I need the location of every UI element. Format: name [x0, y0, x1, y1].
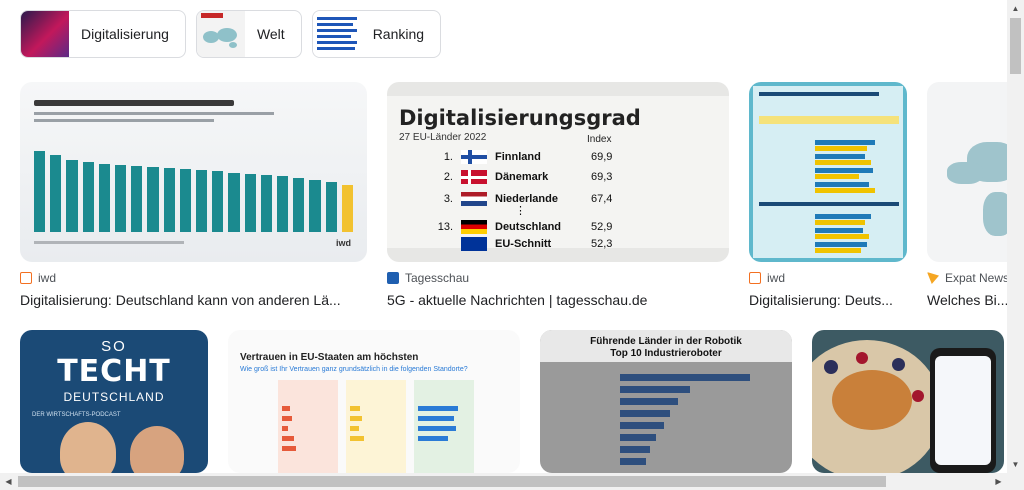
- result-thumbnail[interactable]: Digitalisierungsgrad 27 EU-Länder 2022 I…: [387, 82, 729, 262]
- pancake-image: [832, 370, 912, 430]
- thumb-brand: iwd: [336, 238, 351, 248]
- vertical-scroll-thumb[interactable]: [1010, 18, 1021, 74]
- scroll-down-arrow-icon[interactable]: ▼: [1011, 460, 1020, 469]
- result-source[interactable]: Tagesschau: [387, 270, 729, 286]
- result-source[interactable]: iwd: [749, 270, 907, 286]
- source-name: iwd: [767, 271, 786, 285]
- phone-image: [930, 348, 996, 473]
- source-name: Expat News: [945, 271, 1010, 285]
- thumb-title: Führende Länder in der Robotik: [590, 336, 742, 347]
- scroll-right-arrow-icon[interactable]: ▶: [995, 477, 1002, 486]
- result-thumbnail[interactable]: [749, 82, 907, 262]
- result-title[interactable]: Digitalisierung: Deutschland kann von an…: [20, 292, 341, 308]
- source-name: iwd: [38, 271, 57, 285]
- image-result-card[interactable]: iwd iwd Digitalisierung: Deutschland kan…: [20, 82, 367, 308]
- netherlands-flag-icon: [461, 192, 487, 206]
- thumb-heading: [34, 100, 234, 106]
- chip-welt[interactable]: Welt: [195, 10, 302, 58]
- result-title[interactable]: Digitalisierung: Deuts...: [749, 292, 893, 308]
- image-result-card[interactable]: [812, 330, 1004, 473]
- thumb-subtitle: Top 10 Industrieroboter: [610, 348, 722, 359]
- result-meta: Tagesschau 5G - aktuelle Nachrichten | t…: [387, 262, 729, 308]
- result-meta: iwd Digitalisierung: Deuts...: [749, 262, 907, 308]
- finland-flag-icon: [461, 150, 487, 164]
- thumb-title: TECHT: [57, 354, 171, 389]
- result-thumbnail[interactable]: Vertrauen in EU-Staaten am höchsten Wie …: [228, 330, 520, 473]
- person-image: [60, 422, 116, 473]
- chip-ranking[interactable]: Ranking: [311, 10, 442, 58]
- chart-index-header: Index: [587, 134, 612, 145]
- digitalisierungsgrad-chart: Digitalisierungsgrad 27 EU-Länder 2022 I…: [387, 96, 729, 251]
- chart-title: Digitalisierungsgrad: [399, 106, 641, 130]
- image-result-card[interactable]: SO TECHT DEUTSCHLAND DER WIRTSCHAFTS-POD…: [20, 330, 208, 473]
- vertical-scrollbar[interactable]: ▲ ▼: [1007, 0, 1024, 473]
- scroll-up-arrow-icon[interactable]: ▲: [1011, 4, 1020, 13]
- thumb-podcast: DER WIRTSCHAFTS-PODCAST: [32, 412, 121, 418]
- expat-favicon-icon: [927, 272, 939, 284]
- result-thumbnail[interactable]: [812, 330, 1004, 473]
- germany-flag-icon: [461, 220, 487, 234]
- scroll-left-arrow-icon[interactable]: ◀: [5, 477, 12, 486]
- chip-label: Ranking: [372, 26, 425, 42]
- iwd-favicon-icon: [749, 272, 761, 284]
- image-row-1: iwd iwd Digitalisierung: Deutschland kan…: [20, 82, 1024, 308]
- chip-label: Digitalisierung: [81, 26, 169, 42]
- thumb-subtitle: DEUTSCHLAND: [63, 390, 165, 404]
- result-thumbnail[interactable]: iwd: [20, 82, 367, 262]
- horizontal-scroll-thumb[interactable]: [18, 476, 886, 487]
- thumb-panel: [753, 86, 903, 258]
- result-source[interactable]: Expat News: [927, 270, 1024, 286]
- tagesschau-favicon-icon: [387, 272, 399, 284]
- thumb-subtitle: [34, 119, 214, 122]
- thumb-title: Vertrauen in EU-Staaten am höchsten: [240, 352, 419, 363]
- chip-label: Welt: [256, 26, 285, 42]
- chip-thumb-digitalisierung: [21, 11, 69, 57]
- result-thumbnail[interactable]: Führende Länder in der Robotik Top 10 In…: [540, 330, 792, 473]
- result-title[interactable]: 5G - aktuelle Nachrichten | tagesschau.d…: [387, 292, 648, 308]
- image-result-card[interactable]: Führende Länder in der Robotik Top 10 In…: [540, 330, 792, 473]
- filter-chips: Digitalisierung Welt Ranking: [20, 10, 442, 58]
- chart-subtitle: 27 EU-Länder 2022: [399, 132, 487, 143]
- thumb-bars: [34, 142, 354, 232]
- result-source[interactable]: iwd: [20, 270, 367, 286]
- thumb-footnote: [34, 241, 184, 244]
- thumb-subtitle: [34, 112, 274, 115]
- chart-ellipsis: ⋮: [515, 205, 526, 217]
- iwd-favicon-icon: [20, 272, 32, 284]
- chip-digitalisierung[interactable]: Digitalisierung: [20, 10, 186, 58]
- thumb-question: Wie groß ist Ihr Vertrauen ganz grundsät…: [240, 366, 468, 373]
- result-meta: Expat News Welches Bi...: [927, 262, 1024, 308]
- chart-row: 2. Dänemark 69,3: [443, 170, 613, 184]
- chip-thumb-welt: [196, 11, 245, 57]
- person-image: [130, 426, 184, 473]
- chart-row: EU-Schnitt 52,3: [427, 237, 631, 251]
- result-thumbnail[interactable]: SO TECHT DEUTSCHLAND DER WIRTSCHAFTS-POD…: [20, 330, 208, 473]
- chart-row: 1. Finnland 69,9: [443, 150, 613, 164]
- thumb-column: [278, 380, 338, 473]
- result-meta: iwd Digitalisierung: Deutschland kann vo…: [20, 262, 367, 308]
- thumb-so: SO: [101, 338, 127, 355]
- source-name: Tagesschau: [405, 271, 470, 285]
- image-result-card[interactable]: Vertrauen in EU-Staaten am höchsten Wie …: [228, 330, 520, 473]
- eu-flag-icon: [461, 237, 487, 251]
- image-row-2: SO TECHT DEUTSCHLAND DER WIRTSCHAFTS-POD…: [20, 330, 1004, 473]
- chart-row: 3. Niederlande 67,4: [443, 192, 613, 206]
- denmark-flag-icon: [461, 170, 487, 184]
- horizontal-scrollbar[interactable]: ◀ ▶: [0, 473, 1024, 490]
- chart-row: 13. Deutschland 52,9: [437, 220, 613, 234]
- image-result-card[interactable]: iwd Digitalisierung: Deuts...: [749, 82, 907, 308]
- chip-thumb-ranking: [312, 11, 361, 57]
- image-result-card[interactable]: Digitalisierungsgrad 27 EU-Länder 2022 I…: [387, 82, 729, 308]
